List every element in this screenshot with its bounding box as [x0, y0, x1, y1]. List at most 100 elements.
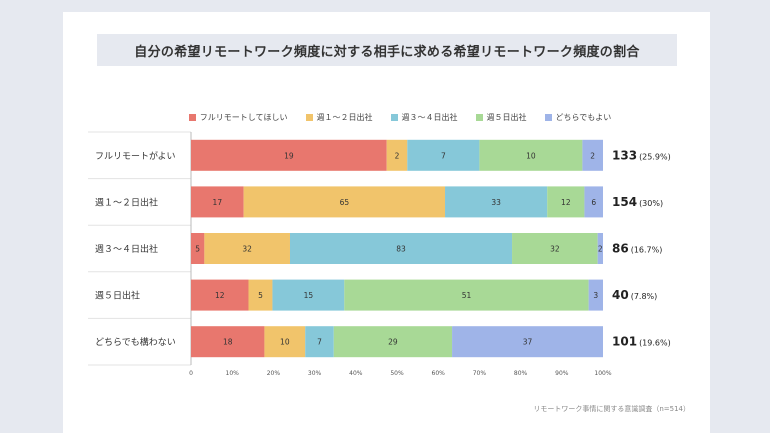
x-tick-label: 20%: [267, 370, 281, 377]
data-label: 7: [441, 151, 446, 160]
category-label: フルリモートがよい: [95, 150, 176, 162]
legend-label: どちらでもよい: [555, 112, 612, 122]
bar-segment: [191, 233, 205, 264]
data-label: 19: [284, 151, 294, 160]
data-label: 18: [223, 338, 233, 347]
bar-segment: [191, 279, 249, 311]
legend-label: フルリモートしてほしい: [199, 112, 288, 122]
bar-segment: [191, 326, 265, 358]
legend-swatch: [390, 113, 398, 121]
data-label: 2: [395, 151, 400, 160]
total-label: 101 (19.6%): [612, 335, 671, 349]
category-label: 週５日出社: [95, 290, 140, 302]
bar-segment: [305, 326, 334, 358]
bar-segment: [333, 326, 453, 358]
data-label: 5: [258, 291, 263, 300]
data-label: 3: [593, 291, 598, 300]
total-label: 154 (30%): [612, 195, 663, 209]
bar-segment: [445, 186, 548, 218]
data-label: 5: [195, 245, 200, 254]
bar-segment: [264, 326, 306, 358]
bar-segment: [584, 186, 603, 218]
bar-segment: [289, 233, 513, 264]
category-label: 週３～４日出社: [95, 243, 158, 255]
x-tick-label: 100%: [594, 370, 611, 377]
legend-label: 週１～２日出社: [316, 112, 373, 122]
x-tick-label: 90%: [555, 370, 569, 377]
chart-title: 自分の希望リモートワーク頻度に対する相手に求める希望リモートワーク頻度の割合: [97, 34, 677, 66]
total-label: 86 (16.7%): [612, 242, 662, 256]
data-label: 29: [388, 338, 398, 347]
data-label: 51: [462, 291, 472, 300]
x-tick-label: 50%: [390, 370, 404, 377]
x-tick-label: 40%: [349, 370, 363, 377]
legend-item: 週３～４日出社: [390, 112, 458, 123]
total-count: 40: [612, 288, 629, 302]
legend-item: 週５日出社: [475, 112, 527, 123]
total-label: 40 (7.8%): [612, 288, 657, 302]
total-percent: (7.8%): [631, 292, 658, 301]
legend-item: フルリモートしてほしい: [188, 112, 288, 123]
total-percent: (19.6%): [639, 339, 671, 348]
data-label: 2: [590, 151, 595, 160]
data-label: 12: [561, 198, 571, 207]
bar-segment: [243, 186, 446, 218]
bar-segment: [344, 279, 589, 311]
x-tick-label: 70%: [473, 370, 487, 377]
x-tick-label: 80%: [514, 370, 528, 377]
legend-item: 週１～２日出社: [305, 112, 373, 123]
bar-segment: [597, 233, 603, 264]
data-label: 83: [396, 245, 406, 254]
x-tick-label: 60%: [432, 370, 446, 377]
bar-segment: [204, 233, 290, 264]
chart-card: [63, 12, 710, 433]
bar-segment: [191, 139, 387, 171]
data-label: 32: [242, 245, 252, 254]
bar-segment: [272, 279, 345, 311]
legend-item: どちらでもよい: [544, 112, 612, 123]
bar-segment: [479, 139, 583, 171]
x-tick-label: 0: [189, 370, 193, 377]
bar-segment: [386, 139, 408, 171]
legend-swatch: [475, 113, 483, 121]
data-label: 17: [213, 198, 223, 207]
data-label: 12: [215, 291, 225, 300]
legend: フルリモートしてほしい 週１～２日出社 週３～４日出社 週５日出社 どちらでもよい: [188, 110, 612, 124]
bar-segment: [588, 279, 603, 311]
category-label: 週１～２日出社: [95, 196, 158, 208]
legend-swatch: [544, 113, 552, 121]
total-count: 154: [612, 195, 637, 209]
bar-segment: [248, 279, 273, 311]
bar-segment: [407, 139, 480, 171]
data-label: 15: [304, 291, 314, 300]
legend-swatch: [305, 113, 313, 121]
total-count: 101: [612, 335, 637, 349]
data-label: 65: [340, 198, 350, 207]
data-label: 10: [280, 338, 290, 347]
x-tick-label: 30%: [308, 370, 322, 377]
legend-label: 週３～４日出社: [401, 112, 458, 122]
data-label: 7: [317, 338, 322, 347]
total-percent: (25.9%): [639, 152, 671, 161]
total-count: 133: [612, 148, 637, 162]
data-label: 10: [526, 151, 536, 160]
legend-swatch: [188, 113, 196, 121]
bar-segment: [582, 139, 603, 171]
data-label: 32: [550, 245, 560, 254]
legend-label: 週５日出社: [486, 112, 527, 122]
total-count: 86: [612, 242, 629, 256]
data-label: 6: [591, 198, 596, 207]
x-tick-label: 10%: [226, 370, 240, 377]
data-label: 2: [598, 245, 603, 254]
bar-segment: [452, 326, 603, 358]
category-label: どちらでも構わない: [95, 336, 176, 348]
bar-segment: [547, 186, 585, 218]
total-percent: (16.7%): [631, 246, 663, 255]
footnote: リモートワーク事情に関する意識調査（n=514）: [533, 405, 690, 413]
bar-segment: [512, 233, 598, 264]
data-label: 33: [491, 198, 501, 207]
total-label: 133 (25.9%): [612, 148, 671, 162]
data-label: 37: [523, 338, 533, 347]
total-percent: (30%): [639, 199, 663, 208]
